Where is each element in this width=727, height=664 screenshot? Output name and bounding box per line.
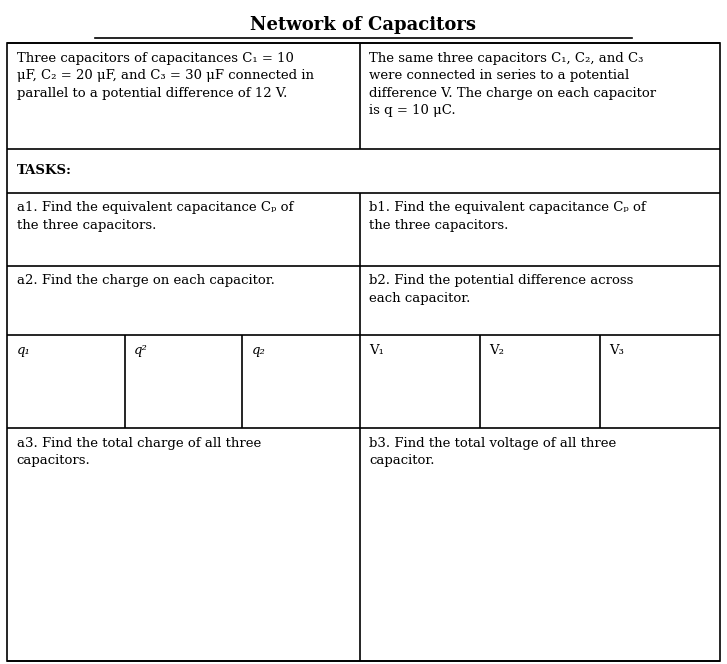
Text: V₁: V₁ <box>369 344 384 357</box>
Text: The same three capacitors C₁, C₂, and C₃
were connected in series to a potential: The same three capacitors C₁, C₂, and C₃… <box>369 52 656 118</box>
Text: Network of Capacitors: Network of Capacitors <box>251 16 476 35</box>
Text: TASKS:: TASKS: <box>17 165 72 177</box>
Text: b3. Find the total voltage of all three
capacitor.: b3. Find the total voltage of all three … <box>369 437 616 467</box>
Text: Three capacitors of capacitances C₁ = 10
μF, C₂ = 20 μF, and C₃ = 30 μF connecte: Three capacitors of capacitances C₁ = 10… <box>17 52 314 100</box>
Text: a1. Find the equivalent capacitance Cₚ of
the three capacitors.: a1. Find the equivalent capacitance Cₚ o… <box>17 201 293 232</box>
Text: V₃: V₃ <box>609 344 624 357</box>
Text: a2. Find the charge on each capacitor.: a2. Find the charge on each capacitor. <box>17 274 275 288</box>
Text: V₂: V₂ <box>489 344 505 357</box>
Text: q₂: q₂ <box>252 344 265 357</box>
Text: b2. Find the potential difference across
each capacitor.: b2. Find the potential difference across… <box>369 274 634 305</box>
Text: a3. Find the total charge of all three
capacitors.: a3. Find the total charge of all three c… <box>17 437 261 467</box>
Text: b1. Find the equivalent capacitance Cₚ of
the three capacitors.: b1. Find the equivalent capacitance Cₚ o… <box>369 201 646 232</box>
Text: q₁: q₁ <box>17 344 31 357</box>
Text: q²: q² <box>134 344 148 357</box>
